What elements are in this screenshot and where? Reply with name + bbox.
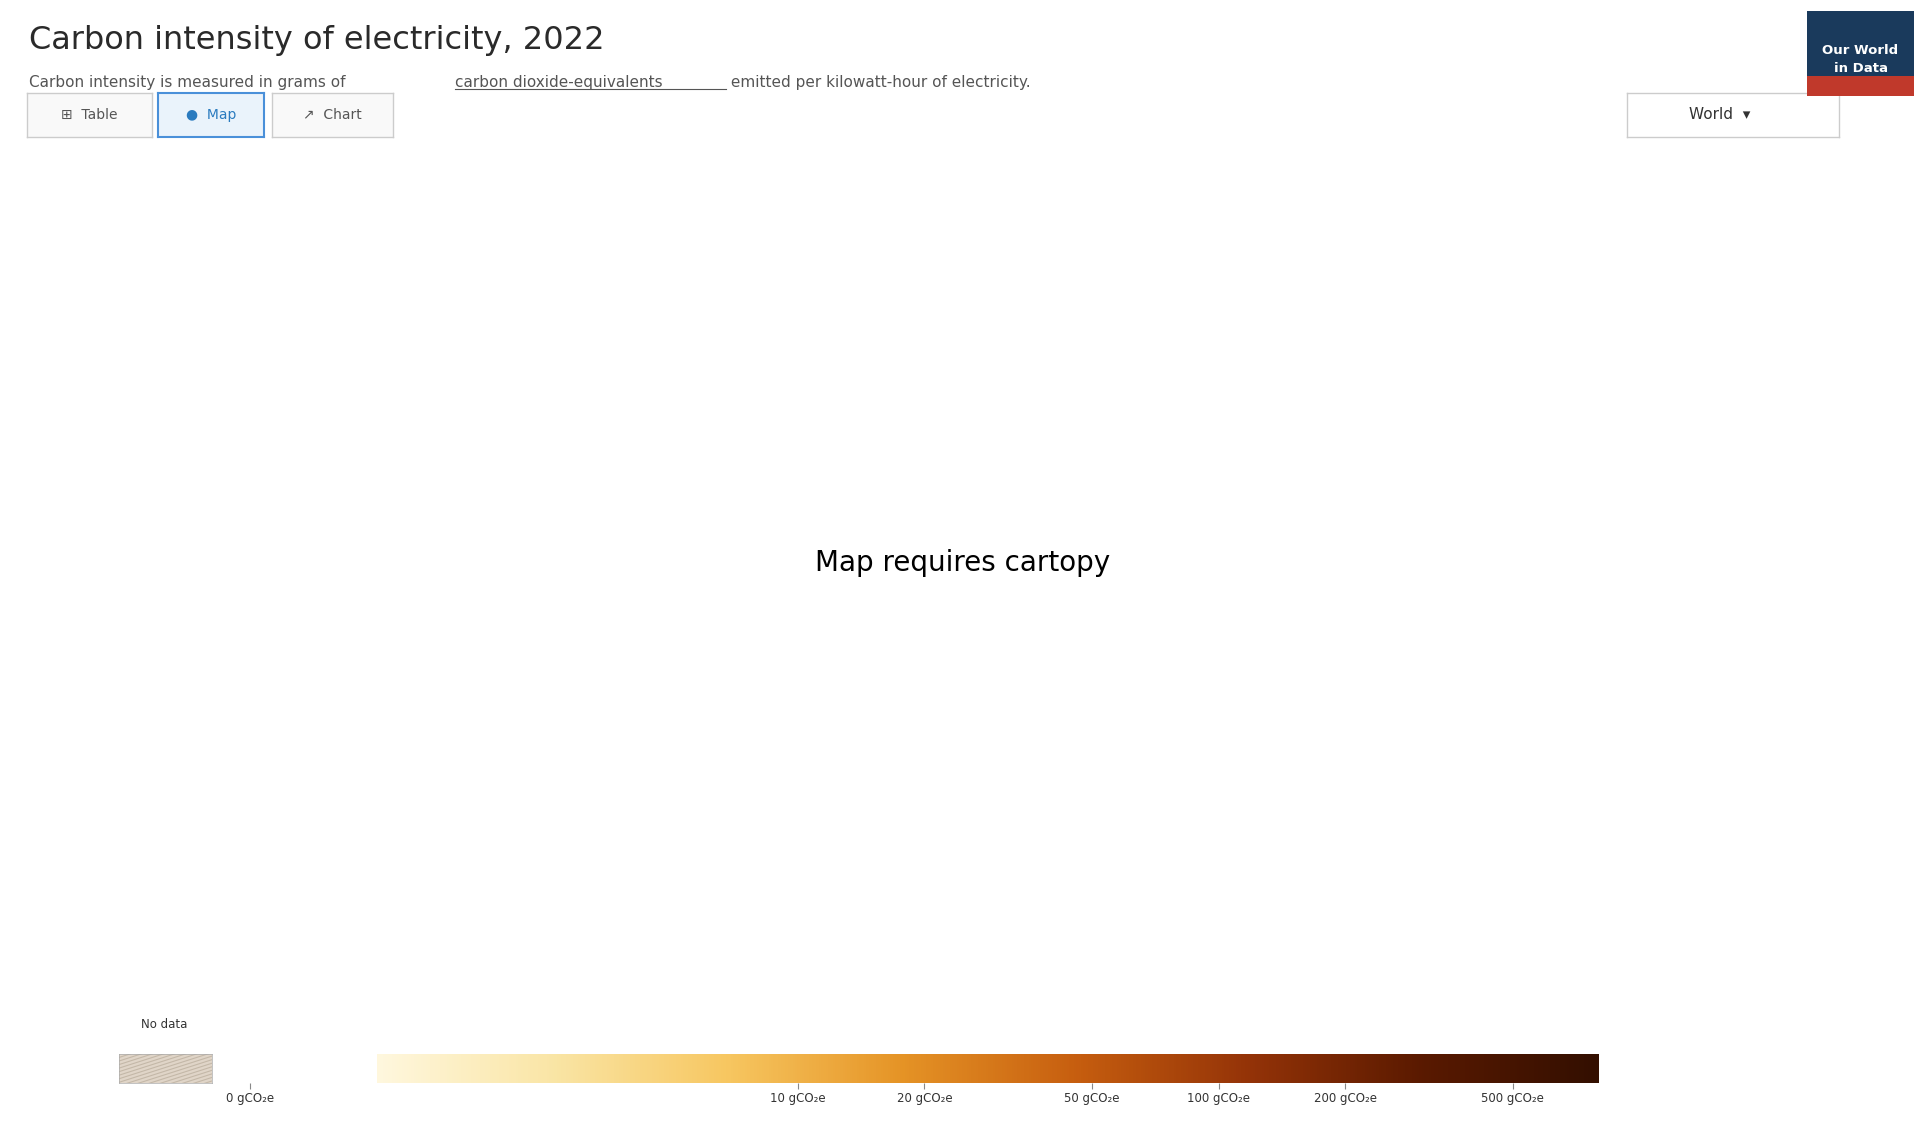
Text: emitted per kilowatt-hour of electricity.: emitted per kilowatt-hour of electricity… — [726, 75, 1030, 90]
Text: ⊞  Table: ⊞ Table — [62, 108, 117, 122]
Text: ●  Map: ● Map — [185, 108, 237, 122]
Text: Map requires cartopy: Map requires cartopy — [815, 550, 1111, 577]
Text: carbon dioxide-equivalents: carbon dioxide-equivalents — [455, 75, 663, 90]
Text: Our World
in Data: Our World in Data — [1822, 44, 1899, 75]
Text: World  ▾: World ▾ — [1689, 107, 1751, 123]
Text: ↗  Chart: ↗ Chart — [302, 108, 362, 122]
Text: Carbon intensity is measured in grams of: Carbon intensity is measured in grams of — [29, 75, 351, 90]
Text: Carbon intensity of electricity, 2022: Carbon intensity of electricity, 2022 — [29, 25, 605, 56]
Text: No data: No data — [141, 1019, 187, 1031]
